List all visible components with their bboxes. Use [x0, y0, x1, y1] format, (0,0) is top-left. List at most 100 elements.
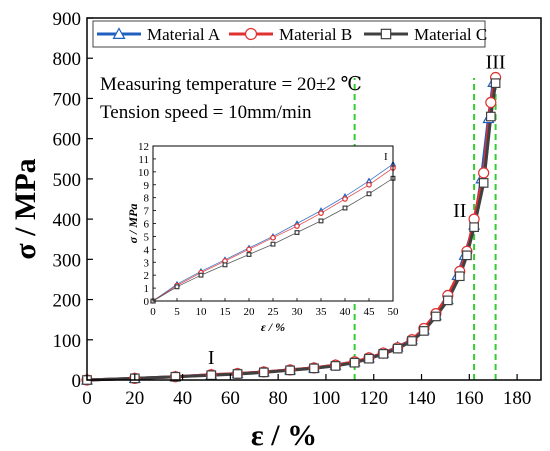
annotation-temperature: Measuring temperature = 20±2 ℃ — [100, 74, 362, 95]
inset-data-point — [318, 210, 324, 216]
x-tick-label: 40 — [173, 388, 192, 409]
inset-x-tick-label: 40 — [340, 306, 352, 318]
inset-y-tick-label: 2 — [144, 270, 150, 282]
inset-data-point — [366, 191, 372, 197]
inset-data-point — [366, 181, 372, 188]
legend-marker — [112, 27, 126, 40]
data-point — [170, 371, 181, 382]
data-point — [485, 96, 497, 109]
data-point — [206, 370, 217, 381]
annotation-speed: Tension speed = 10mm/min — [100, 102, 312, 123]
y-tick-label: 900 — [53, 9, 82, 30]
data-point — [349, 357, 360, 368]
y-tick-label: 800 — [53, 49, 82, 70]
x-tick-label: 180 — [503, 388, 532, 409]
y-tick-label: 700 — [53, 89, 82, 110]
inset-data-point — [198, 272, 204, 278]
inset-y-tick-label: 9 — [144, 180, 150, 192]
data-point — [364, 353, 374, 364]
legend-marker — [380, 28, 392, 40]
inset-y-tick-label: 5 — [144, 231, 150, 243]
inset-x-tick-label: 0 — [150, 306, 156, 318]
x-tick-label: 80 — [269, 388, 288, 409]
data-point — [462, 250, 472, 261]
legend-label: Material A — [147, 25, 221, 44]
inset-data-point — [342, 205, 348, 211]
data-point — [285, 365, 295, 376]
data-point — [378, 349, 389, 359]
data-point — [454, 271, 465, 282]
inset-x-tick-label: 10 — [196, 306, 208, 318]
inset-data-point — [246, 252, 252, 257]
inset-y-tick-label: 3 — [144, 257, 150, 269]
data-point — [478, 178, 489, 188]
main-plot: 0 20 40 60 80 100 120 140 160 1800100200300400500… — [9, 9, 542, 451]
inset-data-point — [342, 196, 348, 202]
x-axis-label: ε / % — [251, 419, 317, 451]
inset-y-tick-label: 11 — [138, 154, 149, 166]
x-tick-label: 0 — [82, 388, 92, 409]
inset-x-tick-label: 25 — [268, 306, 280, 318]
y-tick-label: 100 — [53, 331, 82, 352]
data-point — [309, 363, 319, 374]
inset-data-point — [294, 230, 300, 236]
region-label: II — [453, 200, 466, 222]
inset-y-tick-label: 10 — [138, 167, 150, 179]
inset-x-axis-label: ε / % — [261, 320, 285, 334]
data-point — [392, 343, 403, 354]
y-tick-label: 300 — [53, 250, 82, 271]
data-point — [442, 295, 453, 306]
inset-data-point — [270, 241, 276, 247]
data-point — [407, 336, 417, 346]
inset-y-tick-label: 7 — [144, 206, 150, 218]
inset-x-tick-label: 30 — [292, 306, 304, 318]
x-tick-label: 60 — [221, 388, 240, 409]
inset-y-tick-label: 0 — [144, 296, 150, 308]
y-tick-label: 500 — [53, 170, 82, 191]
data-point — [485, 111, 496, 122]
x-tick-label: 160 — [455, 388, 484, 409]
y-tick-label: 0 — [72, 371, 82, 392]
data-point — [232, 369, 243, 379]
data-point — [431, 311, 441, 322]
y-axis-label: σ / MPa — [9, 158, 42, 259]
legend-box — [92, 20, 486, 48]
plot-frame — [86, 17, 542, 381]
region-label: III — [486, 51, 506, 73]
inset-y-tick-label: 12 — [138, 141, 149, 153]
inset-data-point — [222, 262, 228, 268]
y-tick-label: 600 — [53, 130, 82, 151]
data-point — [330, 361, 341, 371]
data-point — [258, 367, 269, 378]
inset-data-point — [174, 284, 180, 290]
data-point — [469, 222, 479, 233]
data-point — [478, 167, 490, 179]
x-tick-label: 120 — [359, 388, 388, 409]
inset-x-tick-label: 35 — [316, 306, 328, 318]
inset-y-axis-label: σ / MPa — [126, 204, 140, 244]
inset-data-point — [246, 246, 252, 253]
region-label: I — [208, 347, 215, 369]
inset-region-label: I — [384, 151, 388, 163]
inset-x-tick-label: 50 — [388, 306, 400, 318]
inset-x-tick-label: 5 — [174, 306, 180, 318]
inset-x-tick-label: 45 — [364, 306, 376, 318]
inset-data-point — [270, 234, 276, 241]
y-tick-label: 200 — [53, 291, 82, 312]
inset-x-tick-label: 15 — [220, 306, 232, 318]
legend-marker — [244, 27, 258, 41]
x-tick-label: 100 — [312, 388, 341, 409]
legend-label: Material B — [279, 25, 352, 44]
data-point — [490, 78, 501, 89]
x-tick-label: 140 — [407, 388, 436, 409]
x-tick-label: 20 — [125, 388, 144, 409]
inset-y-tick-label: 6 — [144, 219, 150, 231]
legend: Material A Material B Material C — [92, 20, 487, 48]
inset-data-point — [318, 218, 324, 224]
y-tick-label: 400 — [53, 210, 82, 231]
inset-y-tick-label: 4 — [144, 244, 150, 256]
data-point — [419, 326, 429, 336]
legend-label: Material C — [414, 25, 487, 44]
